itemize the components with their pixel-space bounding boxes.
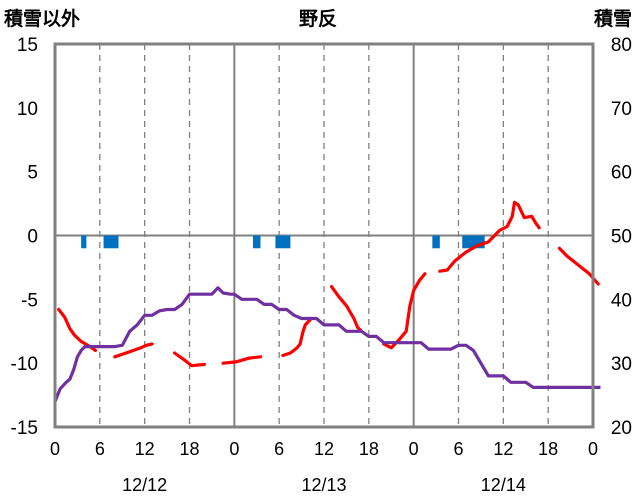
y-axis-right-ticks: 80 70 60 50 40 30 20 xyxy=(611,35,632,439)
temperature-line-segment xyxy=(221,355,263,365)
x-axis-hour-ticks: 0 6 12 18 0 6 12 18 0 6 12 18 0 xyxy=(50,439,598,459)
plot-frame xyxy=(53,42,595,429)
left-axis-label: 積雪以外 xyxy=(4,7,80,30)
y-left-tick-label: -10 xyxy=(11,354,38,375)
y-axis-left-ticks: 15 10 5 0 -5 -10 -15 xyxy=(11,35,38,439)
temperature-line-segment xyxy=(173,351,206,368)
x-axis-date-labels: 12/12 12/13 12/14 xyxy=(122,475,526,495)
x-hour-tick-label: 0 xyxy=(50,439,60,459)
x-hour-tick-label: 12 xyxy=(493,439,513,459)
y-left-tick-label: -5 xyxy=(21,290,38,311)
x-hour-tick-label: 6 xyxy=(274,439,284,459)
y-right-tick-label: 20 xyxy=(611,418,632,439)
x-hour-tick-label: 6 xyxy=(95,439,105,459)
x-date-label: 12/13 xyxy=(301,475,346,495)
chart-title: 野反 xyxy=(299,8,337,30)
y-right-tick-label: 30 xyxy=(611,354,632,375)
temperature-line-segment xyxy=(438,200,541,273)
snow-depth-series xyxy=(53,286,601,403)
precipitation-bars xyxy=(81,235,485,249)
x-hour-tick-label: 18 xyxy=(359,439,379,459)
temperature-line-segment xyxy=(113,342,154,359)
temperature-line-segment xyxy=(382,272,427,350)
x-hour-tick-label: 6 xyxy=(453,439,463,459)
y-left-tick-label: -15 xyxy=(11,418,38,439)
y-left-tick-label: 10 xyxy=(17,99,38,120)
snow-depth-line xyxy=(53,286,601,403)
x-hour-tick-label: 18 xyxy=(179,439,199,459)
y-right-tick-label: 50 xyxy=(611,227,632,248)
x-hour-tick-label: 0 xyxy=(409,439,419,459)
precipitation-bar xyxy=(275,235,291,249)
y-left-tick-label: 5 xyxy=(27,163,38,184)
y-left-tick-label: 15 xyxy=(17,35,38,56)
temperature-series xyxy=(57,200,600,368)
x-hour-tick-label: 18 xyxy=(538,439,558,459)
precipitation-bar xyxy=(432,235,440,249)
y-left-tick-label: 0 xyxy=(27,227,38,248)
y-right-tick-label: 70 xyxy=(611,99,632,120)
right-axis-label: 積雪 xyxy=(594,7,632,30)
x-date-label: 12/12 xyxy=(122,475,167,495)
x-hour-tick-label: 12 xyxy=(314,439,334,459)
temperature-line-segment xyxy=(329,285,363,333)
temperature-line-segment xyxy=(281,316,313,358)
precipitation-bar xyxy=(253,235,261,249)
x-date-label: 12/14 xyxy=(481,475,526,495)
x-hour-tick-label: 12 xyxy=(135,439,155,459)
precipitation-bar xyxy=(103,235,119,249)
precipitation-bar xyxy=(81,235,87,249)
y-right-tick-label: 40 xyxy=(611,290,632,311)
x-hour-tick-label: 0 xyxy=(229,439,239,459)
x-hour-tick-label: 0 xyxy=(588,439,598,459)
y-right-tick-label: 60 xyxy=(611,163,632,184)
y-right-tick-label: 80 xyxy=(611,35,632,56)
temperature-line-segment xyxy=(57,307,97,352)
